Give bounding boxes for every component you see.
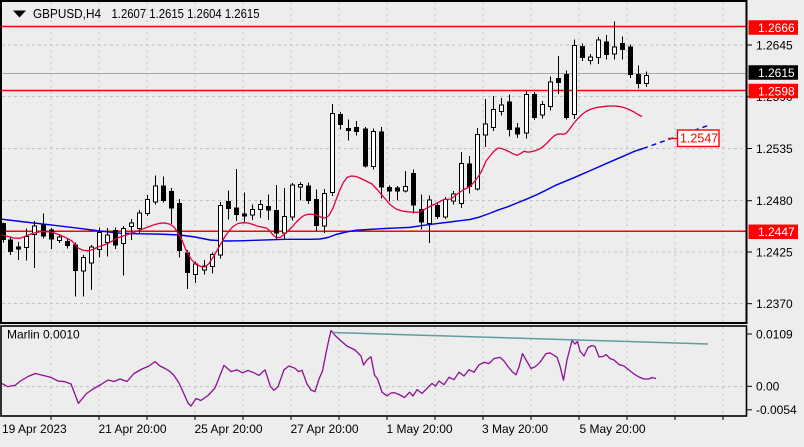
svg-text:25 Apr 20:00: 25 Apr 20:00 bbox=[195, 422, 263, 436]
svg-text:1.2645: 1.2645 bbox=[756, 38, 793, 52]
svg-text:0.0109: 0.0109 bbox=[756, 327, 793, 341]
svg-text:1 May 20:00: 1 May 20:00 bbox=[387, 422, 453, 436]
svg-text:1.2370: 1.2370 bbox=[756, 297, 793, 311]
svg-text:19 Apr 2023: 19 Apr 2023 bbox=[2, 422, 67, 436]
svg-text:3 May 20:00: 3 May 20:00 bbox=[482, 422, 548, 436]
svg-text:1.2547: 1.2547 bbox=[680, 132, 718, 146]
svg-text:1.2666: 1.2666 bbox=[758, 21, 795, 35]
svg-text:5 May 20:00: 5 May 20:00 bbox=[580, 422, 646, 436]
svg-text:1.2598: 1.2598 bbox=[758, 84, 795, 98]
svg-text:27 Apr 20:00: 27 Apr 20:00 bbox=[291, 422, 359, 436]
svg-text:1.2447: 1.2447 bbox=[758, 225, 795, 239]
svg-text:Marlin 0.0010: Marlin 0.0010 bbox=[7, 328, 80, 342]
svg-text:1.2425: 1.2425 bbox=[756, 245, 793, 259]
svg-text:1.2607 1.2615 1.2604 1.2615: 1.2607 1.2615 1.2604 1.2615 bbox=[112, 6, 260, 21]
svg-text:GBPUSD,H4: GBPUSD,H4 bbox=[33, 6, 101, 21]
svg-text:-0.0054: -0.0054 bbox=[756, 403, 797, 417]
svg-text:1.2535: 1.2535 bbox=[756, 142, 793, 156]
svg-text:0.00: 0.00 bbox=[756, 380, 780, 394]
svg-text:1.2480: 1.2480 bbox=[756, 194, 793, 208]
svg-text:21 Apr 20:00: 21 Apr 20:00 bbox=[99, 422, 167, 436]
svg-text:1.2615: 1.2615 bbox=[758, 66, 795, 80]
